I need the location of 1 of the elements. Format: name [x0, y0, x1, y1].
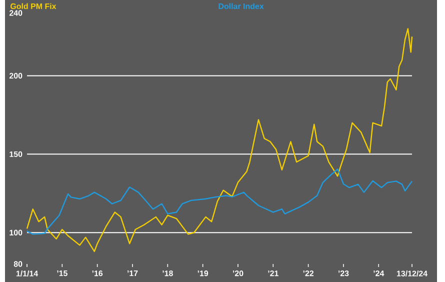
line-series	[26, 168, 413, 235]
